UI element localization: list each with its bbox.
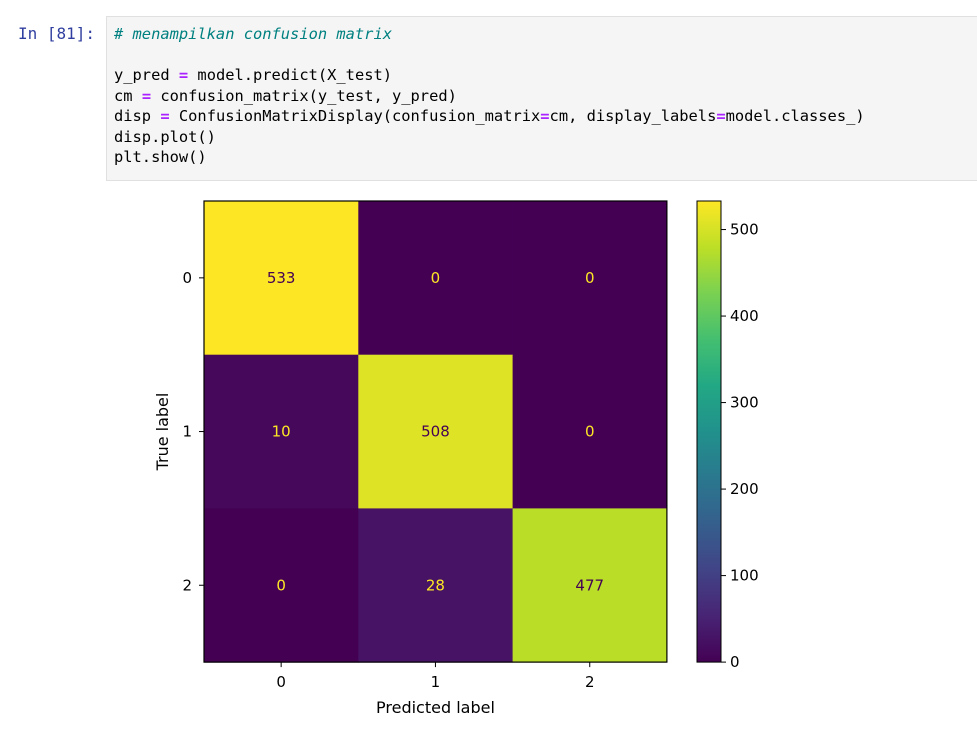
code-line: cm = confusion_matrix(y_test, y_pred) [114, 87, 457, 105]
colorbar-tick-label: 200 [730, 480, 759, 498]
y-tick-label: 2 [182, 576, 192, 594]
matrix-cell [204, 201, 359, 356]
code-line: # menampilkan confusion matrix [114, 25, 392, 43]
matrix-cell [358, 354, 514, 509]
code-token: cm, display_labels [549, 107, 717, 125]
code-editor[interactable]: # menampilkan confusion matrix y_pred = … [114, 24, 865, 168]
code-operator: = [540, 107, 550, 125]
code-operator: = [716, 107, 726, 125]
cell-value-label: 0 [585, 423, 595, 441]
colorbar-tick-label: 500 [730, 221, 759, 239]
matrix-cell [512, 201, 668, 356]
code-token: confusion_matrix(y_test, y_pred) [151, 86, 457, 105]
y-tick-label: 0 [182, 269, 192, 287]
code-token: disp [114, 107, 161, 125]
matrix-cell [204, 354, 359, 509]
code-operator: = [178, 66, 189, 84]
code-cell-input[interactable] [106, 16, 977, 181]
x-tick-label: 2 [585, 673, 595, 691]
code-token: plt.show() [114, 148, 207, 166]
code-line: disp.plot() [114, 128, 216, 146]
code-token: ConfusionMatrixDisplay(confusion_matrix [169, 107, 541, 125]
code-operator: = [160, 107, 170, 125]
colorbar-tick-label: 100 [730, 567, 759, 585]
cell-output: 533 0 0 10 508 0 0 28 477 0 1 2 0 1 2 Predicted label Tr… [140, 190, 977, 730]
y-axis-label: True label [153, 393, 172, 472]
cell-value-label: 477 [575, 576, 604, 594]
colorbar-tick-label: 400 [730, 307, 759, 325]
matrix-cell [358, 201, 514, 356]
cell-value-label: 533 [267, 269, 296, 287]
matrix-cell [358, 508, 514, 663]
code-line: y_pred = model.predict(X_test) [114, 66, 392, 84]
matrix-cell [512, 508, 668, 663]
colorbar [696, 200, 722, 663]
code-token: model.classes_) [725, 107, 865, 125]
cell-value-label: 0 [276, 576, 286, 594]
code-comment: # menampilkan confusion matrix [114, 25, 392, 43]
code-token: model.predict(X_test) [188, 66, 393, 84]
x-axis-label: Predicted label [376, 698, 495, 717]
colorbar-tick-label: 300 [730, 394, 759, 412]
matrix-cell [512, 354, 668, 509]
x-tick-label: 1 [431, 673, 441, 691]
code-token: cm [114, 86, 142, 105]
code-line: disp = ConfusionMatrixDisplay(confusion_… [114, 107, 865, 125]
confusion-matrix-chart: 533 0 0 10 508 0 0 28 477 0 1 2 0 1 2 Predicted label Tr… [153, 200, 759, 717]
code-token: y_pred [114, 66, 179, 84]
code-token: disp.plot() [114, 127, 216, 146]
x-tick-label: 0 [276, 673, 286, 691]
y-tick-label: 1 [182, 423, 192, 441]
code-line: plt.show() [114, 148, 207, 166]
cell-value-label: 0 [431, 269, 441, 287]
code-operator: = [141, 86, 152, 105]
matrix-cell [204, 508, 359, 663]
cell-value-label: 28 [426, 576, 445, 594]
cell-value-label: 508 [421, 423, 450, 441]
colorbar-tick-label: 0 [730, 653, 740, 671]
cell-value-label: 0 [585, 269, 595, 287]
input-prompt: In [81]: [18, 24, 96, 43]
cell-value-label: 10 [272, 423, 291, 441]
